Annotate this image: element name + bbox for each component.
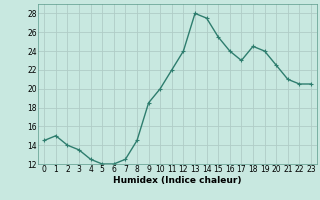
- X-axis label: Humidex (Indice chaleur): Humidex (Indice chaleur): [113, 176, 242, 185]
